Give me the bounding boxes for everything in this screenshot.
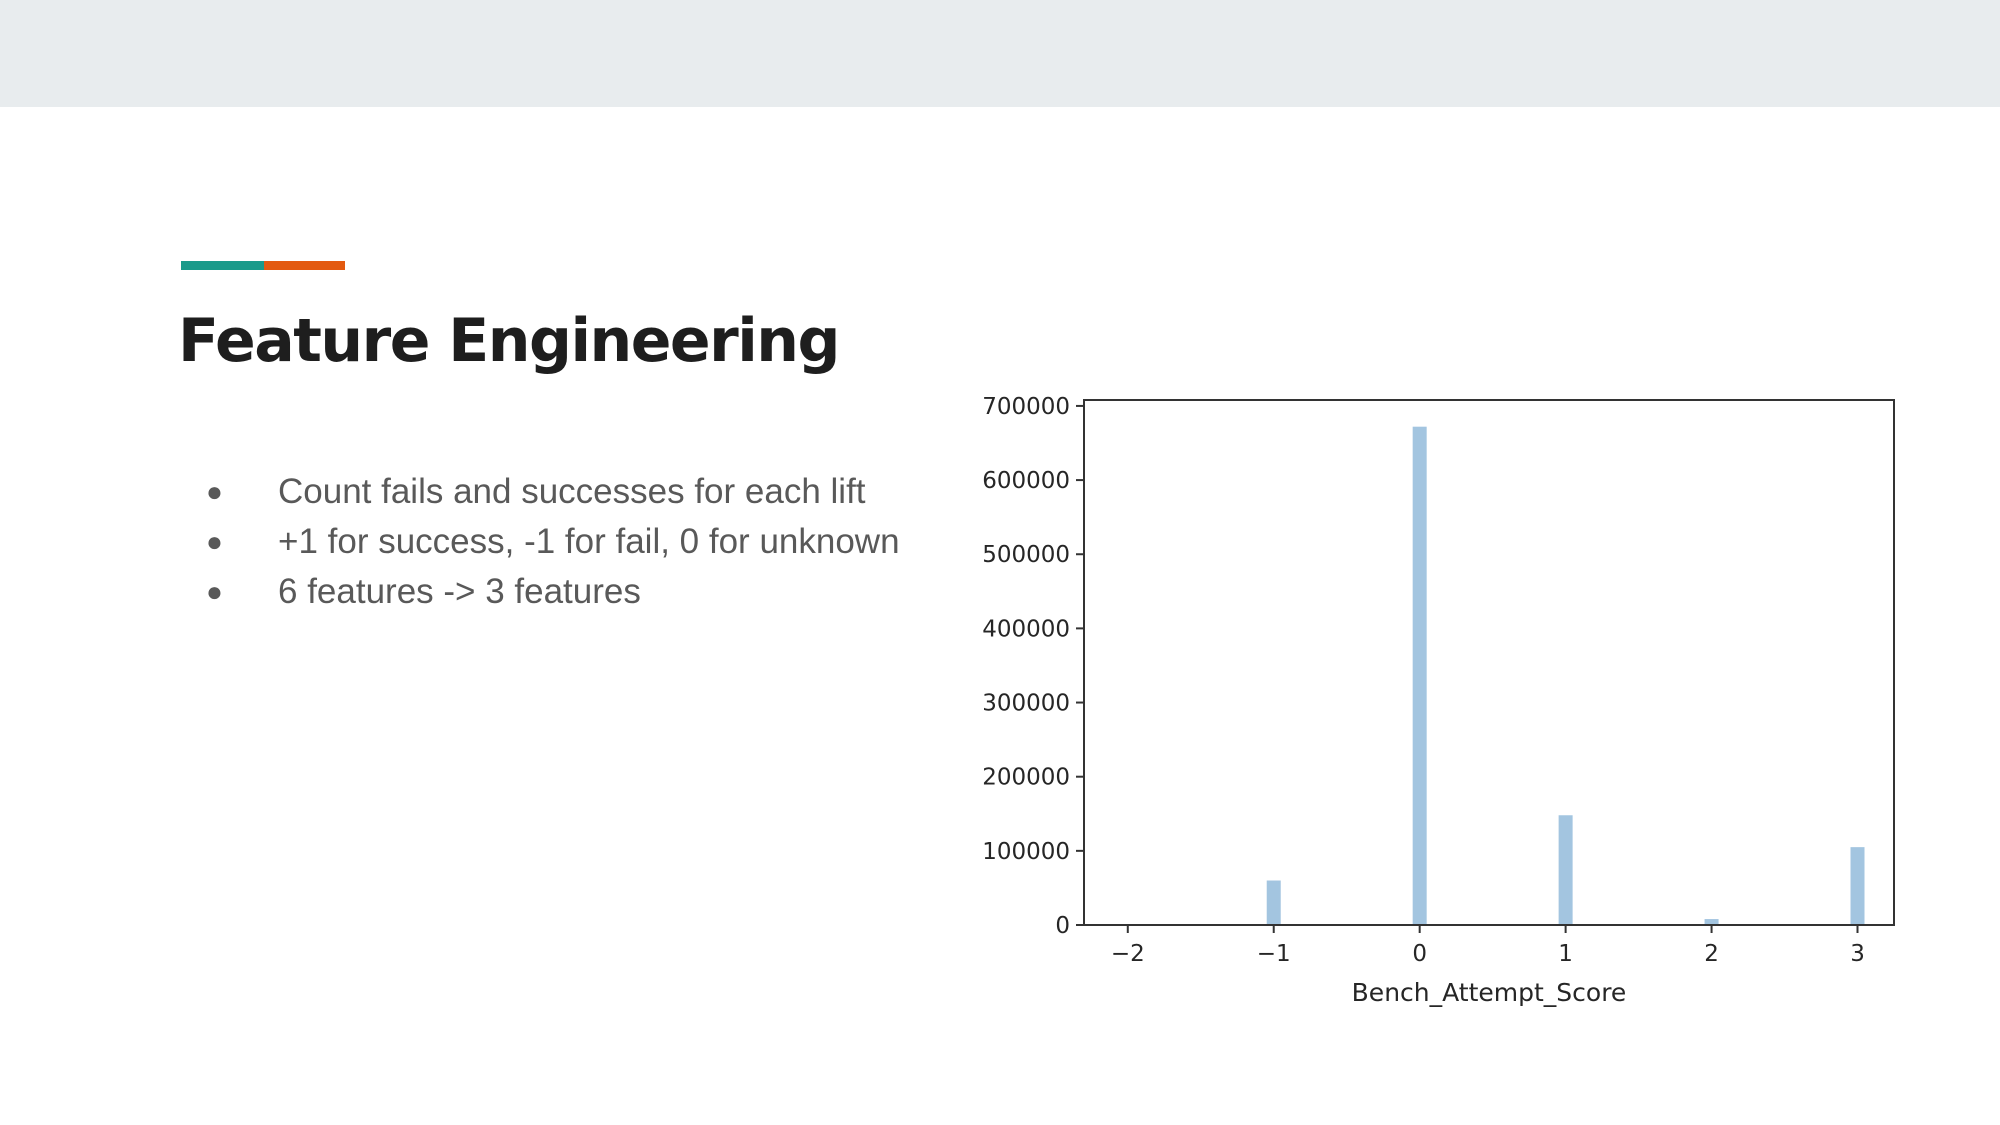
histogram-bar: [1704, 919, 1719, 925]
x-tick-label: 2: [1704, 941, 1719, 967]
bullet-text: 6 features -> 3 features: [278, 572, 641, 611]
bullet-icon: ●: [206, 476, 223, 507]
accent-teal-segment: [181, 261, 264, 270]
bullet-icon: ●: [206, 526, 223, 557]
y-tick-label: 700000: [982, 394, 1070, 420]
x-tick-label: 0: [1412, 941, 1427, 967]
x-tick-label: −2: [1111, 941, 1145, 967]
bullet-item: ● 6 features -> 3 features: [206, 567, 900, 617]
histogram-bar: [1266, 880, 1281, 925]
bullet-icon: ●: [206, 576, 223, 607]
histogram-bar: [1412, 426, 1427, 925]
accent-orange-segment: [264, 261, 345, 270]
y-tick-label: 600000: [982, 468, 1070, 494]
slide-title: Feature Engineering: [178, 306, 840, 376]
y-tick-label: 500000: [982, 542, 1070, 568]
x-axis-ticks: −2 −1 0 1 2 3: [1111, 925, 1865, 967]
y-axis-ticks: 0 100000 200000 300000 400000 500000 600000 700…: [982, 394, 1084, 939]
x-tick-label: 3: [1850, 941, 1865, 967]
x-tick-label: 1: [1558, 941, 1573, 967]
plot-frame: [1083, 399, 1895, 926]
histogram-chart: −2 −1 0 1 2 3 0 100000 200000 300000 400000 500000…: [982, 394, 1895, 1007]
bullet-text: +1 for success, -1 for fail, 0 for unkno…: [278, 522, 900, 561]
x-axis-label: Bench_Attempt_Score: [1352, 978, 1627, 1007]
top-banner: [0, 0, 2000, 107]
x-tick-label: −1: [1257, 941, 1291, 967]
y-tick-label: 200000: [982, 765, 1070, 791]
histogram-bar: [1558, 815, 1573, 925]
y-tick-label: 300000: [982, 691, 1070, 717]
bullet-item: ● +1 for success, -1 for fail, 0 for unkn…: [206, 517, 900, 567]
histogram-bar: [1850, 847, 1865, 925]
bullet-text: Count fails and successes for each lift: [278, 472, 866, 511]
y-tick-label: 0: [1055, 913, 1070, 939]
y-tick-label: 100000: [982, 839, 1070, 865]
bar-group: [1266, 426, 1865, 925]
title-accent-bar: [181, 261, 345, 270]
bullet-list: ● Count fails and successes for each lift…: [206, 467, 900, 617]
y-tick-label: 400000: [982, 616, 1070, 642]
bullet-item: ● Count fails and successes for each lift: [206, 467, 900, 517]
